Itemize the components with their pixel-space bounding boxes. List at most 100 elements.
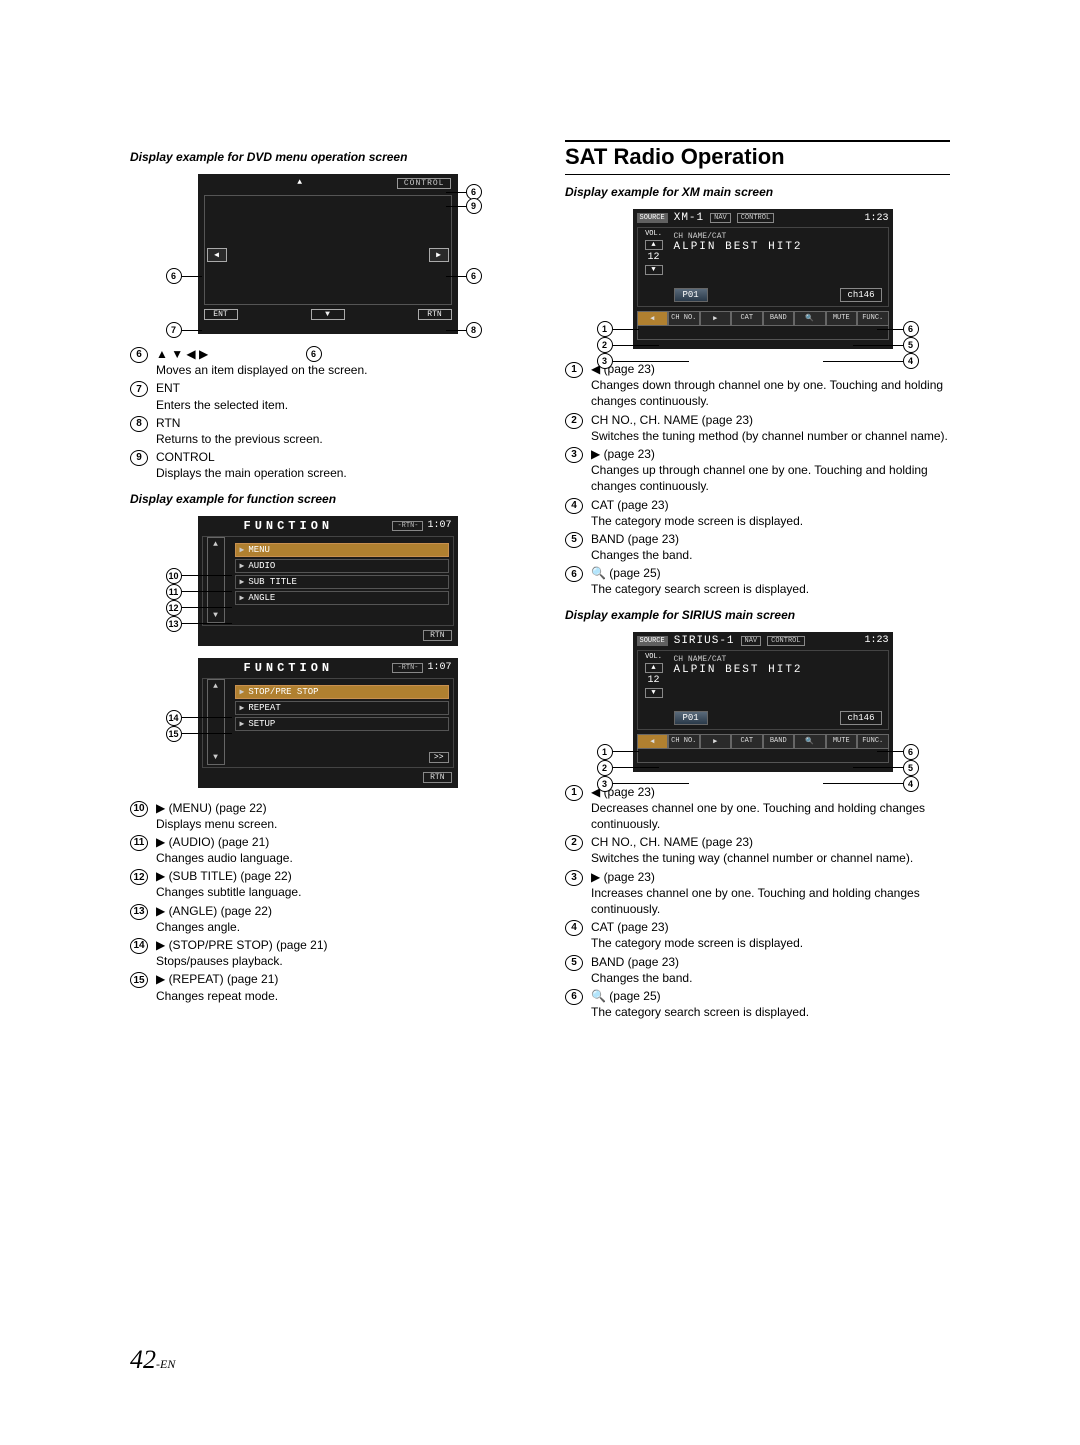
source-label[interactable]: SOURCE: [637, 213, 668, 223]
rtn-button[interactable]: RTN: [418, 309, 452, 320]
preset-button[interactable]: P01: [674, 711, 708, 725]
func-row[interactable]: ▶AUDIO: [235, 559, 449, 573]
down-icon[interactable]: ▼: [311, 309, 345, 320]
radio-bottom-button[interactable]: CH NO.: [668, 311, 700, 326]
ch-name-cat: CH NAME/CAT: [674, 232, 884, 241]
callout: 2: [597, 337, 613, 353]
rtn-button[interactable]: RTN: [423, 630, 451, 641]
func-row[interactable]: ▶REPEAT: [235, 701, 449, 715]
radio-bottom-button[interactable]: ▶: [700, 734, 732, 749]
item-number: 1: [565, 785, 583, 801]
dvd-screen: ▲ CONTROL ◀ ▶ ENT ▼ RTN: [198, 174, 458, 334]
item-number: 13: [130, 904, 148, 920]
func-row[interactable]: ▶STOP/PRE STOP: [235, 685, 449, 699]
sirius-list: 1◀ (page 23)Decreases channel one by one…: [565, 784, 950, 1021]
up-icon: ▲: [297, 178, 303, 189]
radio-bottom-button[interactable]: BAND: [763, 734, 795, 749]
control-button[interactable]: CONTROL: [737, 213, 774, 223]
radio-bottom-button[interactable]: 🔍: [794, 734, 826, 749]
callout: 5: [903, 337, 919, 353]
radio-bottom-button[interactable]: 🔍: [794, 311, 826, 326]
item-head: ENT: [156, 380, 515, 396]
func-row[interactable]: ▶MENU: [235, 543, 449, 557]
item-head: ▶ (AUDIO) (page 21): [156, 834, 515, 850]
item-number: 6: [565, 566, 583, 582]
dvd-list: 6▲ ▼ ◀ ▶Moves an item displayed on the s…: [130, 346, 515, 482]
list-item: 10▶ (MENU) (page 22)Displays menu screen…: [130, 800, 515, 832]
vol-label: VOL.: [645, 653, 662, 661]
func-title: FUNCTION: [244, 519, 334, 533]
callout: 15: [166, 726, 182, 742]
item-number: 1: [565, 362, 583, 378]
radio-bottom-button[interactable]: ◀: [637, 311, 669, 326]
preset-button[interactable]: P01: [674, 288, 708, 302]
func-row[interactable]: ▶SUB TITLE: [235, 575, 449, 589]
item-head: BAND (page 23): [591, 531, 950, 547]
list-item: 8RTNReturns to the previous screen.: [130, 415, 515, 447]
func-row-label: AUDIO: [248, 561, 275, 571]
list-item: 13▶ (ANGLE) (page 22)Changes angle.: [130, 903, 515, 935]
vol-up-icon[interactable]: ▲: [645, 240, 663, 250]
item-desc: Displays the main operation screen.: [156, 465, 515, 481]
source-label[interactable]: SOURCE: [637, 636, 668, 646]
channel-text: ch146: [840, 711, 881, 725]
callout: 13: [166, 616, 182, 632]
item-head: ▶ (REPEAT) (page 21): [156, 971, 515, 987]
list-item: 12▶ (SUB TITLE) (page 22)Changes subtitl…: [130, 868, 515, 900]
item-head: CAT (page 23): [591, 919, 950, 935]
rtn-button[interactable]: RTN: [423, 772, 451, 783]
item-desc: Increases channel one by one. Touching a…: [591, 885, 950, 917]
list-item: 2CH NO., CH. NAME (page 23)Switches the …: [565, 412, 950, 444]
xm-list: 1◀ (page 23)Changes down through channel…: [565, 361, 950, 598]
list-item: 3▶ (page 23)Changes up through channel o…: [565, 446, 950, 495]
time-text: 1:23: [864, 213, 888, 224]
list-item: 9CONTROLDisplays the main operation scre…: [130, 449, 515, 481]
channel-text: ch146: [840, 288, 881, 302]
radio-bottom-button[interactable]: CH NO.: [668, 734, 700, 749]
control-button[interactable]: CONTROL: [767, 636, 804, 646]
left-icon[interactable]: ◀: [207, 248, 227, 262]
radio-bottom-button[interactable]: MUTE: [826, 311, 858, 326]
control-button[interactable]: CONTROL: [397, 178, 452, 189]
func-row[interactable]: ▶SETUP: [235, 717, 449, 731]
ch-title: ALPIN BEST HIT2: [674, 664, 884, 676]
item-number: 10: [130, 801, 148, 817]
radio-bottom-button[interactable]: ▶: [700, 311, 732, 326]
callout: 6: [903, 744, 919, 760]
func-row-label: MENU: [248, 545, 270, 555]
nav-button[interactable]: NAV: [741, 636, 762, 646]
list-item: 5BAND (page 23)Changes the band.: [565, 954, 950, 986]
item-desc: Changes audio language.: [156, 850, 515, 866]
callout: 10: [166, 568, 182, 584]
callout: 3: [597, 776, 613, 792]
sirius-caption: Display example for SIRIUS main screen: [565, 608, 950, 622]
callout: 8: [466, 322, 482, 338]
nav-button[interactable]: NAV: [710, 213, 731, 223]
item-head: 🔍 (page 25): [591, 565, 950, 581]
item-head: CAT (page 23): [591, 497, 950, 513]
list-item: 3▶ (page 23)Increases channel one by one…: [565, 869, 950, 918]
more-button[interactable]: >>: [429, 752, 449, 763]
right-icon[interactable]: ▶: [429, 248, 449, 262]
play-icon: ▶: [240, 561, 245, 571]
func-row-label: SUB TITLE: [248, 577, 297, 587]
radio-bottom-button[interactable]: ◀: [637, 734, 669, 749]
radio-bottom-button[interactable]: CAT: [731, 734, 763, 749]
radio-bottom-button[interactable]: CAT: [731, 311, 763, 326]
callout: 11: [166, 584, 182, 600]
radio-bottom-button[interactable]: BAND: [763, 311, 795, 326]
vol-up-icon[interactable]: ▲: [645, 663, 663, 673]
item-number: 5: [565, 532, 583, 548]
item-head: 🔍 (page 25): [591, 988, 950, 1004]
vol-down-icon[interactable]: ▼: [645, 265, 663, 275]
radio-bottom-button[interactable]: MUTE: [826, 734, 858, 749]
sirius-wrap: SOURCE SIRIUS-1 NAV CONTROL 1:23 VOL. ▲ …: [603, 632, 913, 772]
callout: 6: [306, 346, 322, 362]
item-head: ▶ (STOP/PRE STOP) (page 21): [156, 937, 515, 953]
func-row[interactable]: ▶ANGLE: [235, 591, 449, 605]
func-row-label: SETUP: [248, 719, 275, 729]
item-desc: Returns to the previous screen.: [156, 431, 515, 447]
callout: 9: [466, 198, 482, 214]
ent-button[interactable]: ENT: [204, 309, 238, 320]
vol-down-icon[interactable]: ▼: [645, 688, 663, 698]
